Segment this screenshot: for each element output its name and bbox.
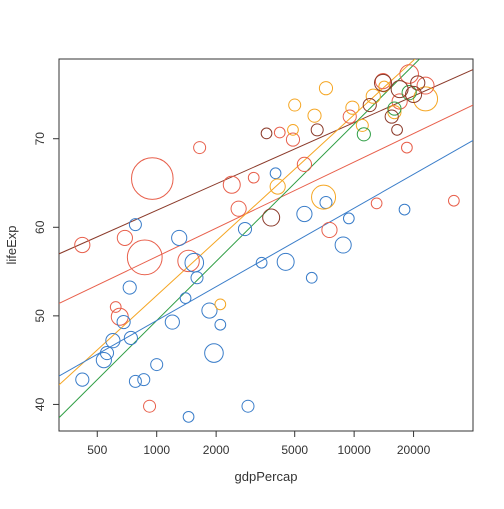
data-point bbox=[288, 124, 299, 135]
trend-lines bbox=[59, 6, 473, 418]
data-point bbox=[194, 142, 206, 154]
data-point bbox=[183, 411, 194, 422]
x-tick-label: 10000 bbox=[337, 443, 371, 457]
data-point bbox=[165, 315, 179, 329]
y-tick-label: 50 bbox=[33, 309, 47, 323]
data-point bbox=[449, 195, 460, 206]
data-point bbox=[132, 158, 174, 200]
data-point bbox=[261, 128, 272, 139]
data-point bbox=[231, 201, 246, 216]
data-point bbox=[123, 281, 136, 294]
x-axis-label: gdpPercap bbox=[235, 469, 298, 484]
data-point bbox=[357, 128, 370, 141]
data-point bbox=[277, 253, 294, 270]
data-point bbox=[238, 222, 251, 235]
data-point bbox=[263, 209, 280, 226]
data-point bbox=[151, 359, 163, 371]
data-point bbox=[172, 230, 187, 245]
data-point bbox=[96, 353, 111, 368]
data-point bbox=[138, 374, 150, 386]
data-point bbox=[270, 168, 281, 179]
data-point bbox=[117, 230, 132, 245]
data-point bbox=[242, 400, 254, 412]
data-point bbox=[319, 82, 332, 95]
x-tick-label: 2000 bbox=[203, 443, 230, 457]
data-point bbox=[185, 253, 204, 272]
data-point bbox=[297, 206, 312, 221]
data-point bbox=[366, 89, 380, 103]
data-point bbox=[322, 222, 337, 237]
y-axis-label: lifeExp bbox=[4, 225, 19, 264]
data-point bbox=[129, 219, 141, 231]
data-point bbox=[129, 375, 141, 387]
trend-line bbox=[59, 70, 473, 254]
data-point bbox=[356, 119, 368, 131]
data-point bbox=[335, 237, 351, 253]
x-axis: 500 1000 2000 5000 10000 20000 bbox=[87, 431, 430, 457]
y-tick-label: 40 bbox=[33, 397, 47, 411]
data-point bbox=[180, 293, 191, 304]
y-tick-label: 70 bbox=[33, 132, 47, 146]
x-tick-label: 500 bbox=[87, 443, 107, 457]
data-point bbox=[274, 127, 285, 138]
x-tick-label: 20000 bbox=[397, 443, 431, 457]
data-point bbox=[289, 99, 301, 111]
data-point bbox=[343, 213, 354, 224]
data-point bbox=[215, 319, 226, 330]
data-point bbox=[306, 272, 317, 283]
data-point bbox=[215, 299, 226, 310]
data-point bbox=[205, 344, 224, 363]
data-points bbox=[75, 65, 460, 422]
trend-line bbox=[59, 140, 473, 376]
data-point bbox=[308, 109, 321, 122]
data-point bbox=[343, 110, 356, 123]
data-point bbox=[144, 400, 156, 412]
y-axis: 40 50 60 70 bbox=[33, 132, 59, 411]
data-point bbox=[223, 176, 240, 193]
data-point bbox=[75, 237, 90, 252]
trend-line bbox=[59, 6, 473, 418]
data-point bbox=[311, 124, 323, 136]
data-point bbox=[417, 77, 434, 94]
data-point bbox=[392, 124, 403, 135]
data-point bbox=[385, 110, 398, 123]
trend-line bbox=[59, 105, 473, 303]
data-point bbox=[270, 179, 285, 194]
data-point bbox=[402, 142, 413, 153]
y-tick-label: 60 bbox=[33, 220, 47, 234]
x-tick-label: 5000 bbox=[281, 443, 308, 457]
data-point bbox=[110, 302, 121, 313]
data-point bbox=[371, 198, 382, 209]
data-point bbox=[346, 101, 359, 114]
data-point bbox=[399, 204, 410, 215]
x-tick-label: 1000 bbox=[143, 443, 170, 457]
data-point bbox=[248, 172, 259, 183]
data-point bbox=[191, 272, 203, 284]
data-point bbox=[400, 65, 419, 84]
data-point bbox=[127, 240, 162, 275]
data-point bbox=[76, 373, 89, 386]
